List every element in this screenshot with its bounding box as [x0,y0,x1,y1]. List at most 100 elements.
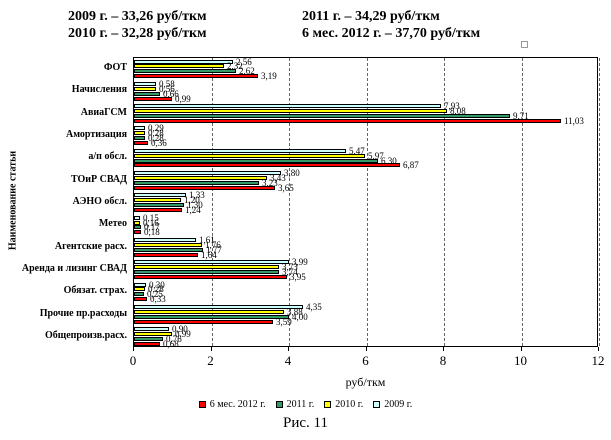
bar-value-label: 0,76 [166,334,182,344]
bar-value-label: 3,43 [270,173,286,183]
bar [134,141,148,145]
bar-value-label: 0,30 [149,280,165,290]
bar [134,60,233,64]
bar [134,97,172,101]
bar [134,260,289,264]
bar [134,305,303,309]
bar [134,186,275,190]
bar [134,64,224,68]
bar [134,109,447,113]
category-label: Начисления [71,84,127,95]
bar [134,104,441,108]
bar-value-label: 3,80 [284,168,300,178]
bar-value-label: 0,25 [147,289,163,299]
bar [134,154,365,158]
bar [134,327,169,331]
bar-value-label: 7,93 [444,101,460,111]
bar [134,69,236,73]
bar [134,275,287,279]
bar-value-label: 8,08 [450,106,466,116]
bar-value-label: 4,35 [306,302,322,312]
bar [134,198,181,202]
category-label: Агентские расх. [54,241,127,252]
gridline [444,58,445,346]
bar-value-label: 11,03 [564,116,584,126]
bar [134,87,156,91]
header-totals-right: 2011 г. – 34,29 руб/ткм 6 мес. 2012 г. –… [302,9,481,41]
tick-mark [598,347,599,351]
bar [134,230,141,234]
bar-value-label: 3,99 [292,257,308,267]
bar-value-label: 1,76 [205,240,221,250]
bar [134,248,203,252]
bar-value-label: 3,88 [287,307,303,317]
category-label: а/п обсл. [88,151,127,162]
bar-value-label: 3,19 [261,71,277,81]
legend-label: 2009 г. [384,399,413,410]
bar [134,181,259,185]
bar [134,159,378,163]
legend-item: 2011 г. [275,399,314,410]
bar-value-label: 6,30 [381,156,397,166]
y-axis-title: Наименование статьи [7,150,19,251]
bar-value-label: 0,33 [150,294,166,304]
bar-value-label: 4,00 [292,312,308,322]
category-label: Аренда и лизинг СВАД [21,263,127,274]
bar [134,283,146,287]
tick-label: 2 [207,353,214,368]
bar-value-label: 0,28 [148,133,164,143]
tick-mark [443,347,444,351]
bar-value-label: 1,24 [185,205,201,215]
bar [134,126,145,130]
bar [134,136,145,140]
bar [134,253,198,257]
bar [134,216,140,220]
bar-value-label: 5,97 [368,151,384,161]
bar-value-label: 1,30 [187,200,203,210]
bar [134,74,258,78]
bar-value-label: 2,62 [239,66,255,76]
category-label: Метео [98,218,127,229]
tick-label: 6 [362,353,369,368]
bar-value-label: 2,56 [236,57,252,67]
bar-value-label: 0,99 [175,94,191,104]
tick-label: 12 [591,353,605,368]
tick-mark [210,347,212,351]
legend-item: 2010 г. [324,399,363,410]
tick-label: 10 [514,353,527,368]
bar [134,238,196,242]
category-label: ФОТ [103,62,127,73]
bar-value-label: 0,17 [144,222,160,232]
bar [134,332,172,336]
bar [134,342,160,346]
plot-area: 2,56 2,32 2,62 3,19 0,58 0,56 0,66 0,99 7,93 8,08… [133,57,600,349]
tick-mark [288,347,289,351]
legend-swatch [324,401,332,408]
x-axis-title: руб/ткм [345,375,386,389]
category-label: АвиаГСМ [80,107,127,118]
tick-label: 0 [129,353,137,368]
bar-value-label: 0,28 [148,284,164,294]
bar [134,243,202,247]
bar-value-label: 1,77 [206,245,222,255]
bar-value-label: 2,32 [227,61,243,71]
bar-value-label: 1,20 [184,195,200,205]
bar-value-label: 0,90 [172,324,188,334]
bar-value-label: 1,64 [201,250,217,260]
bar-value-label: 5,47 [349,146,365,156]
stray-legend-square [521,41,528,48]
bar [134,287,145,291]
bar [134,337,163,341]
bar-value-label: 0,29 [148,123,164,133]
bar [134,176,267,180]
bar-value-label: 0,68 [163,339,179,349]
bar-value-label: 1,61 [199,235,215,245]
bar [134,163,400,167]
bar-value-label: 0,15 [143,213,159,223]
bar-value-label: 0,28 [148,128,164,138]
category-label: ТОиР СВАД [70,174,127,185]
bar-value-label: 3,73 [282,262,298,272]
tick-mark [365,347,367,351]
bar-value-label: 3,65 [278,183,294,193]
bar-value-label: 3,74 [282,267,298,277]
